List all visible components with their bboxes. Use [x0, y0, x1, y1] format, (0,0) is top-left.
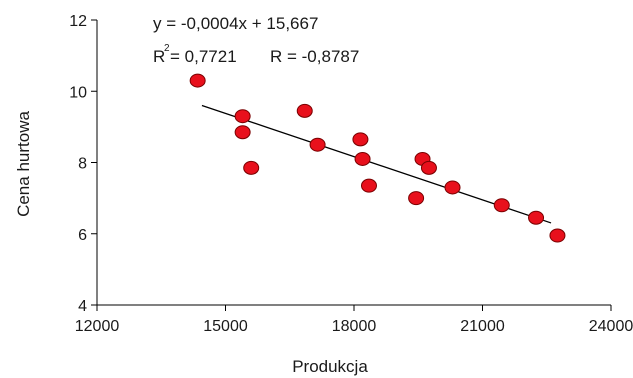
y-tick-label: 8 [78, 156, 87, 173]
y-tick-label: 4 [78, 298, 87, 315]
trendline [201, 104, 552, 224]
r-squared-value: = 0,7721 [170, 47, 237, 66]
x-tick-label: 24000 [589, 318, 633, 335]
data-point [360, 178, 377, 193]
axis-ticks: 12000 15000 18000 21000 24000 4 6 8 10 12 [69, 13, 633, 335]
x-tick-label: 12000 [75, 318, 120, 335]
data-point [309, 137, 326, 152]
data-points [189, 73, 566, 243]
data-point [234, 109, 251, 124]
y-axis-title: Cena hurtowa [14, 111, 33, 217]
y-tick-label: 6 [78, 227, 87, 244]
r-squared-exponent: 2 [164, 43, 170, 54]
data-point [420, 160, 437, 175]
data-point [549, 228, 566, 243]
data-point [234, 125, 251, 140]
x-tick-label: 18000 [332, 318, 377, 335]
trendline-equation-text: y = -0,0004x + 15,667 [153, 14, 318, 33]
y-tick-label: 12 [69, 13, 87, 30]
data-point [444, 180, 461, 195]
correlation-coefficient: R = -0,8787 [270, 47, 359, 66]
y-tick-label: 10 [69, 84, 87, 101]
trendline-line [201, 104, 552, 224]
x-tick-label: 21000 [460, 318, 505, 335]
r-squared-prefix: R [153, 47, 165, 66]
data-point [243, 160, 260, 175]
data-point [189, 73, 206, 88]
trendline-equation: y = -0,0004x + 15,667 R 2 = 0,7721 R = -… [153, 14, 359, 66]
data-point [408, 191, 425, 206]
x-tick-label: 15000 [203, 318, 248, 335]
data-point [528, 210, 545, 225]
data-point [296, 103, 313, 118]
x-axis-title: Produkcja [292, 357, 368, 376]
data-point [493, 198, 510, 213]
data-point [354, 151, 371, 166]
data-point [352, 132, 369, 147]
